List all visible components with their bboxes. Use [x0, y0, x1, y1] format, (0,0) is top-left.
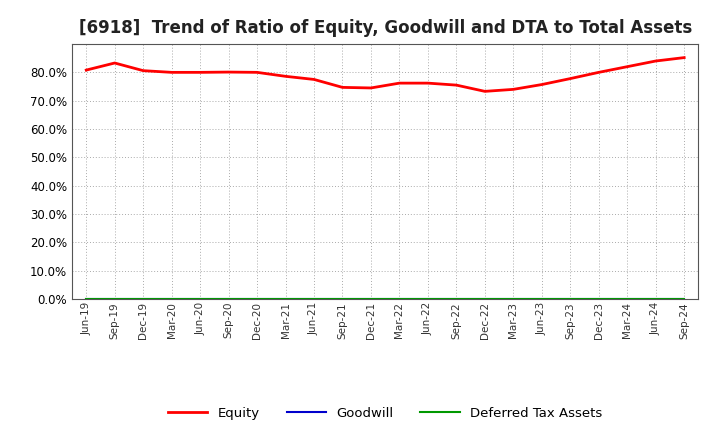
Deferred Tax Assets — [167, 297, 176, 302]
Equity — [566, 76, 575, 81]
Deferred Tax Assets — [680, 297, 688, 302]
Equity — [196, 70, 204, 75]
Deferred Tax Assets — [423, 297, 432, 302]
Line: Equity: Equity — [86, 58, 684, 92]
Goodwill — [395, 297, 404, 302]
Deferred Tax Assets — [509, 297, 518, 302]
Deferred Tax Assets — [652, 297, 660, 302]
Equity — [652, 59, 660, 64]
Goodwill — [253, 297, 261, 302]
Deferred Tax Assets — [310, 297, 318, 302]
Equity — [82, 67, 91, 73]
Deferred Tax Assets — [480, 297, 489, 302]
Goodwill — [167, 297, 176, 302]
Goodwill — [623, 297, 631, 302]
Equity — [509, 87, 518, 92]
Equity — [623, 64, 631, 70]
Equity — [253, 70, 261, 75]
Goodwill — [338, 297, 347, 302]
Goodwill — [82, 297, 91, 302]
Equity — [537, 82, 546, 87]
Equity — [282, 73, 290, 79]
Goodwill — [680, 297, 688, 302]
Goodwill — [537, 297, 546, 302]
Equity — [366, 85, 375, 91]
Goodwill — [452, 297, 461, 302]
Equity — [452, 82, 461, 88]
Deferred Tax Assets — [253, 297, 261, 302]
Equity — [338, 85, 347, 90]
Deferred Tax Assets — [537, 297, 546, 302]
Equity — [310, 77, 318, 82]
Equity — [167, 70, 176, 75]
Equity — [225, 70, 233, 75]
Deferred Tax Assets — [82, 297, 91, 302]
Equity — [680, 55, 688, 60]
Deferred Tax Assets — [282, 297, 290, 302]
Goodwill — [196, 297, 204, 302]
Equity — [110, 60, 119, 66]
Goodwill — [139, 297, 148, 302]
Goodwill — [282, 297, 290, 302]
Equity — [139, 68, 148, 73]
Equity — [423, 81, 432, 86]
Deferred Tax Assets — [366, 297, 375, 302]
Goodwill — [566, 297, 575, 302]
Title: [6918]  Trend of Ratio of Equity, Goodwill and DTA to Total Assets: [6918] Trend of Ratio of Equity, Goodwil… — [78, 19, 692, 37]
Goodwill — [509, 297, 518, 302]
Goodwill — [652, 297, 660, 302]
Legend: Equity, Goodwill, Deferred Tax Assets: Equity, Goodwill, Deferred Tax Assets — [163, 402, 608, 425]
Deferred Tax Assets — [139, 297, 148, 302]
Deferred Tax Assets — [338, 297, 347, 302]
Deferred Tax Assets — [395, 297, 404, 302]
Deferred Tax Assets — [110, 297, 119, 302]
Goodwill — [366, 297, 375, 302]
Deferred Tax Assets — [595, 297, 603, 302]
Deferred Tax Assets — [196, 297, 204, 302]
Goodwill — [225, 297, 233, 302]
Deferred Tax Assets — [566, 297, 575, 302]
Deferred Tax Assets — [452, 297, 461, 302]
Equity — [480, 89, 489, 94]
Goodwill — [423, 297, 432, 302]
Goodwill — [310, 297, 318, 302]
Equity — [595, 70, 603, 75]
Goodwill — [595, 297, 603, 302]
Equity — [395, 81, 404, 86]
Goodwill — [480, 297, 489, 302]
Deferred Tax Assets — [623, 297, 631, 302]
Deferred Tax Assets — [225, 297, 233, 302]
Goodwill — [110, 297, 119, 302]
